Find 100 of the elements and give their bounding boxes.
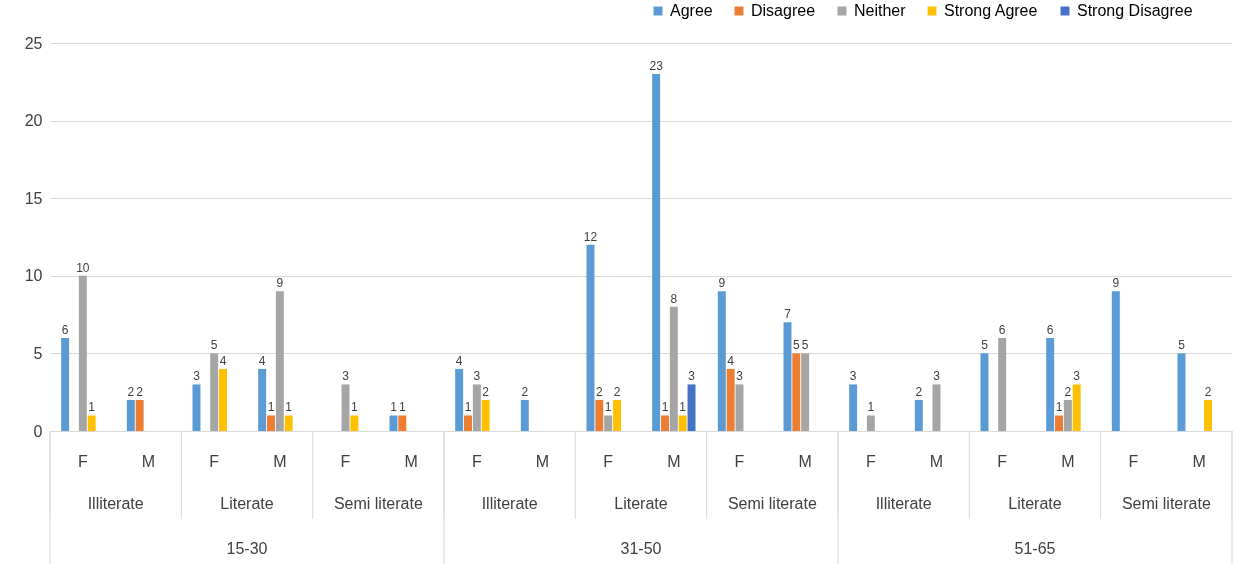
data-label: 1: [867, 400, 875, 415]
text: 51-65: [1014, 540, 1056, 557]
data-label: 1: [1055, 400, 1063, 415]
text: 31-50: [620, 540, 662, 557]
text: Illiterate: [87, 495, 144, 512]
bar: [586, 244, 595, 431]
y-tick-label: 10: [24, 267, 43, 285]
bar: [1055, 415, 1063, 431]
data-label: 5: [792, 338, 800, 353]
text: Semi literate: [727, 495, 817, 512]
data-label: 3: [193, 369, 201, 384]
x-tick-label: F: [340, 452, 351, 470]
x-tick-label: M: [1061, 452, 1075, 470]
data-label: 9: [1112, 276, 1120, 291]
data-label: 2: [127, 384, 135, 399]
bar: [455, 368, 464, 431]
bar: [275, 291, 284, 431]
data-label: 2: [136, 384, 144, 399]
y-tick-label: 5: [33, 344, 43, 362]
x-tick-label: M: [929, 452, 944, 470]
data-label: 4: [219, 353, 227, 368]
data-label: 2: [521, 384, 529, 399]
data-label: 6: [998, 322, 1006, 337]
x-tick-label: F: [997, 452, 1008, 470]
x-tick-label: M: [798, 452, 812, 470]
bar: [678, 415, 687, 431]
data-label: 5: [801, 338, 809, 353]
x-tick-label: M: [141, 452, 156, 470]
bar: [520, 399, 529, 431]
data-label: 2: [595, 384, 603, 399]
text: Literate: [1008, 495, 1062, 512]
data-label: 3: [1073, 369, 1081, 384]
data-label: 2: [1204, 384, 1212, 399]
bar: [717, 291, 726, 431]
data-label: 3: [688, 369, 696, 384]
x-tick-label: F: [1128, 452, 1139, 470]
text: Illiterate: [481, 495, 538, 512]
data-label: 1: [398, 400, 406, 415]
bar: [980, 353, 989, 431]
bar: [472, 384, 481, 431]
data-label: 12: [583, 229, 598, 244]
bar: [464, 415, 472, 431]
text: Semi literate: [333, 495, 423, 512]
bar: [801, 353, 810, 431]
bar: [267, 415, 275, 431]
y-tick-label: 15: [24, 189, 43, 207]
bar: [192, 384, 201, 431]
bar: [998, 337, 1007, 431]
bar: [78, 275, 87, 431]
data-label: 3: [342, 369, 350, 384]
bar: [914, 399, 923, 431]
bar: [849, 384, 858, 431]
bar: [1072, 384, 1081, 431]
data-label: 1: [351, 400, 358, 415]
data-label: 6: [1046, 322, 1054, 337]
data-label: 8: [670, 291, 678, 306]
data-label: 1: [88, 400, 96, 415]
data-label: 1: [604, 400, 612, 415]
x-tick-label: M: [404, 452, 418, 470]
bar: [87, 415, 96, 431]
x-tick-label: F: [471, 452, 482, 470]
data-label: 3: [933, 369, 941, 384]
bar: [135, 399, 144, 431]
bar: [866, 415, 875, 431]
bar: [219, 368, 227, 431]
data-label: 1: [464, 400, 472, 415]
bar: [398, 415, 407, 431]
data-label: 4: [727, 353, 735, 368]
data-label: 1: [390, 400, 398, 415]
legend-label: Disagree: [751, 2, 816, 19]
x-tick-label: M: [535, 452, 550, 470]
text: Semi literate: [1121, 495, 1211, 512]
bar: [61, 337, 70, 431]
x-tick-label: F: [865, 452, 876, 470]
legend-label: Strong Disagree: [1077, 2, 1193, 19]
y-tick-label: 20: [24, 112, 43, 130]
data-label: 4: [258, 353, 266, 368]
y-tick-label: 0: [33, 422, 43, 440]
legend-label: Agree: [670, 2, 713, 19]
bar: [687, 384, 696, 431]
bar: [726, 368, 735, 431]
bar: [126, 399, 135, 431]
data-label: 10: [76, 260, 90, 275]
text: 15-30: [226, 540, 268, 557]
x-tick-label: M: [667, 452, 681, 470]
text: Literate: [614, 495, 668, 512]
x-tick-label: F: [603, 452, 614, 470]
data-label: 3: [473, 369, 481, 384]
data-label: 6: [61, 322, 69, 337]
bar: [1063, 399, 1072, 431]
data-label: 9: [276, 276, 284, 291]
legend-label: Strong Agree: [944, 2, 1038, 19]
data-label: 3: [736, 369, 744, 384]
data-label: 1: [285, 400, 293, 415]
bar: [481, 399, 490, 431]
x-tick-label: M: [1192, 452, 1206, 470]
x-tick-label: F: [77, 452, 88, 470]
bar: [1046, 337, 1055, 431]
data-label: 9: [718, 276, 726, 291]
bar: [783, 322, 792, 431]
